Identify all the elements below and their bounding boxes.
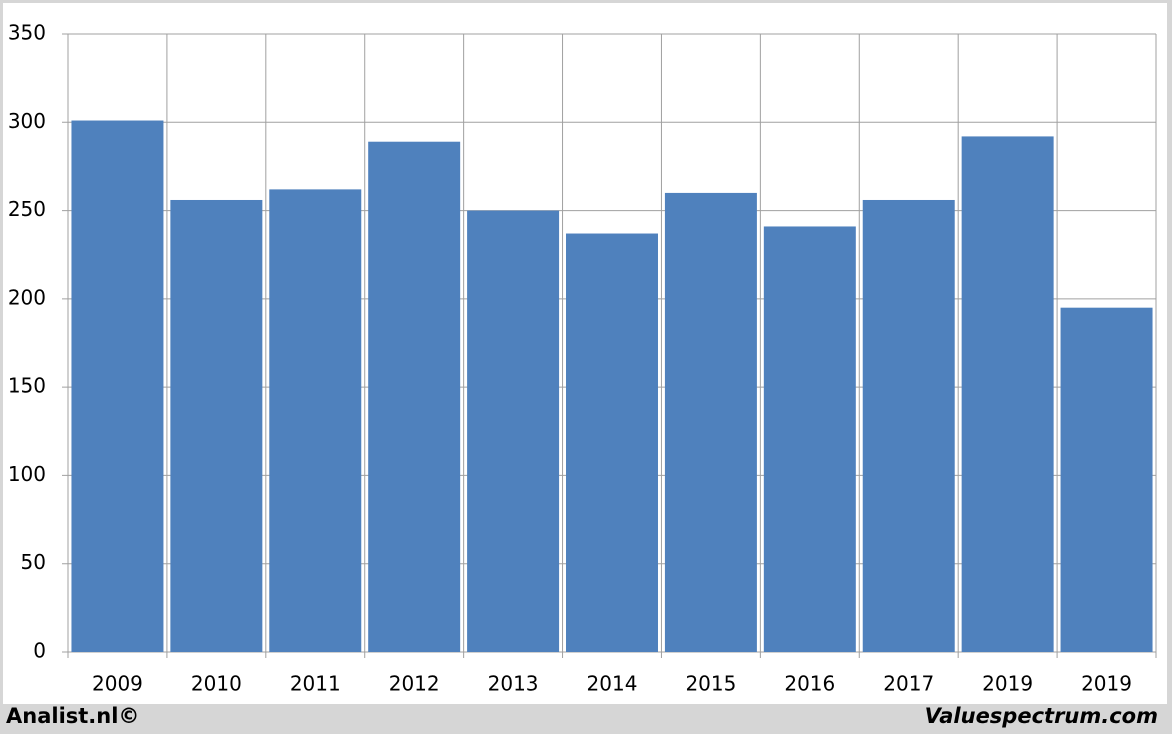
x-tick-label: 2009 <box>92 672 143 696</box>
y-tick-label: 250 <box>8 197 46 221</box>
y-tick-label: 350 <box>8 21 46 45</box>
x-tick-label: 2013 <box>488 672 539 696</box>
footer-right: Valuespectrum.com <box>925 704 1158 728</box>
x-tick-label: 2019 <box>1081 672 1132 696</box>
bar <box>368 141 461 653</box>
bar <box>862 199 955 652</box>
bar <box>763 226 856 652</box>
bar <box>566 233 658 653</box>
x-tick-label: 2014 <box>587 672 638 696</box>
y-tick-label: 200 <box>8 285 46 309</box>
x-tick-label: 2010 <box>191 672 242 696</box>
x-tick-label: 2019 <box>982 672 1033 696</box>
y-tick-label: 300 <box>8 109 46 133</box>
bar <box>170 199 263 652</box>
x-tick-label: 2016 <box>784 672 835 696</box>
bar <box>71 120 164 652</box>
bar <box>664 192 757 652</box>
y-tick-label: 50 <box>21 550 46 574</box>
x-tick-label: 2011 <box>290 672 341 696</box>
bar <box>269 189 362 652</box>
footer-left: Analist.nl© <box>6 704 139 728</box>
y-tick-label: 150 <box>8 374 46 398</box>
bar <box>961 136 1054 652</box>
y-tick-label: 0 <box>33 639 46 663</box>
x-tick-label: 2012 <box>389 672 440 696</box>
y-tick-label: 100 <box>8 462 46 486</box>
bar <box>467 210 560 653</box>
x-tick-label: 2015 <box>685 672 736 696</box>
x-tick-label: 2017 <box>883 672 934 696</box>
bar <box>1060 307 1153 652</box>
